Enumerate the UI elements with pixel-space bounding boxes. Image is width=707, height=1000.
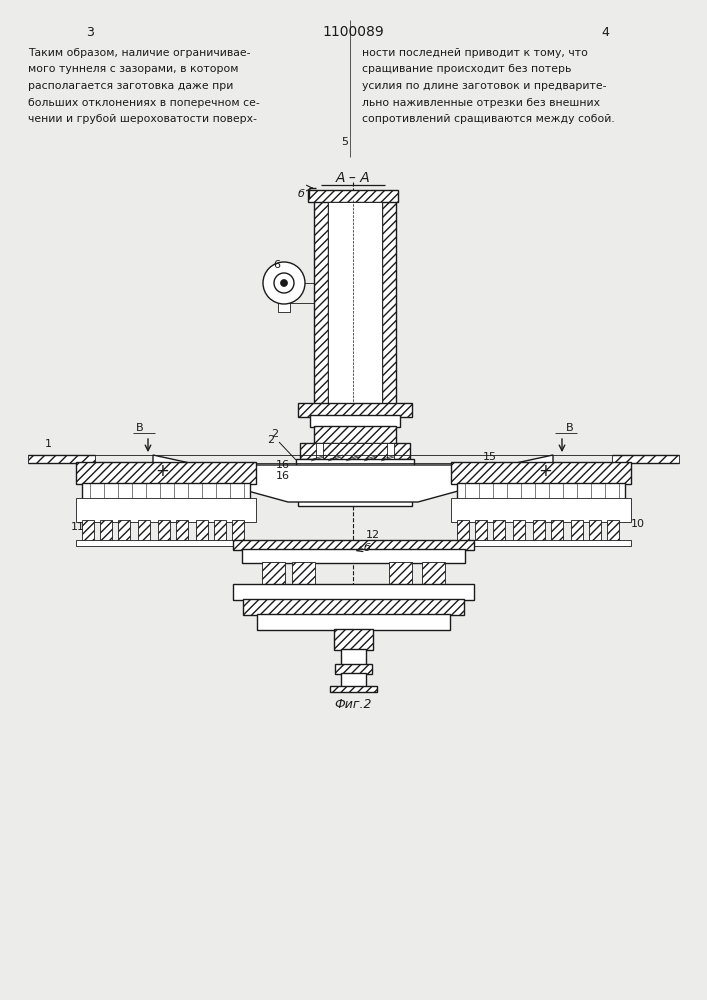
Text: 6: 6 <box>274 260 281 270</box>
Bar <box>257 614 450 630</box>
Text: Таким образом, наличие ограничивае-: Таким образом, наличие ограничивае- <box>28 48 250 58</box>
Bar <box>451 462 631 484</box>
Text: Фиг.2: Фиг.2 <box>334 698 372 710</box>
Bar <box>451 540 631 546</box>
Polygon shape <box>401 455 553 498</box>
Bar <box>138 520 150 542</box>
Polygon shape <box>153 455 305 498</box>
Bar <box>100 520 112 542</box>
Text: 12: 12 <box>366 530 380 540</box>
Bar <box>310 415 400 427</box>
Text: 3: 3 <box>86 25 94 38</box>
Bar <box>314 426 396 444</box>
Text: б: б <box>298 189 305 199</box>
Bar <box>551 520 563 542</box>
Text: 16: 16 <box>276 460 290 470</box>
Bar <box>298 403 412 417</box>
Bar <box>341 649 366 666</box>
Bar <box>233 584 474 600</box>
Bar <box>28 455 95 463</box>
Text: 10: 10 <box>631 519 645 529</box>
Text: +: + <box>538 462 552 480</box>
Text: А – А: А – А <box>336 171 370 185</box>
Text: 15: 15 <box>483 452 497 462</box>
Bar <box>328 202 382 405</box>
Bar <box>233 540 474 550</box>
Bar <box>334 629 373 650</box>
Polygon shape <box>205 470 501 498</box>
Text: ности последней приводит к тому, что: ности последней приводит к тому, что <box>362 48 588 58</box>
Text: сращивание происходит без потерь: сращивание происходит без потерь <box>362 64 571 75</box>
Text: сопротивлений сращиваются между собой.: сопротивлений сращиваются между собой. <box>362 114 615 124</box>
Bar <box>513 520 525 542</box>
Text: В: В <box>566 423 574 433</box>
Text: чении и грубой шероховатости поверх-: чении и грубой шероховатости поверх- <box>28 114 257 124</box>
Bar <box>196 520 208 542</box>
Bar <box>296 459 414 473</box>
Bar <box>176 520 188 542</box>
Text: 16: 16 <box>276 471 290 481</box>
Bar <box>389 562 412 585</box>
Circle shape <box>263 262 305 304</box>
Bar <box>335 664 372 674</box>
Text: В: В <box>136 423 144 433</box>
Text: 1: 1 <box>45 439 52 449</box>
Bar <box>571 520 583 542</box>
Bar <box>300 443 410 459</box>
Bar <box>422 562 445 585</box>
Polygon shape <box>153 465 553 502</box>
Bar <box>612 455 679 463</box>
Bar <box>76 498 256 522</box>
Text: 5: 5 <box>341 137 349 147</box>
Bar <box>262 562 285 585</box>
Text: 4: 4 <box>601 25 609 38</box>
Bar <box>457 520 469 542</box>
Bar <box>242 549 465 563</box>
Bar <box>533 520 545 542</box>
Bar <box>314 200 328 405</box>
Text: б: б <box>363 543 370 553</box>
Bar <box>76 462 256 484</box>
Bar <box>158 520 170 542</box>
Text: располагается заготовка даже при: располагается заготовка даже при <box>28 81 233 91</box>
Text: 11: 11 <box>71 522 85 532</box>
Bar <box>82 483 250 500</box>
Bar <box>232 520 244 542</box>
Circle shape <box>274 273 294 293</box>
Bar <box>493 520 505 542</box>
Text: усилия по длине заготовок и предварите-: усилия по длине заготовок и предварите- <box>362 81 607 91</box>
Bar <box>310 472 400 485</box>
Bar <box>118 520 130 542</box>
Bar <box>76 540 256 546</box>
Bar <box>607 520 619 542</box>
Bar <box>341 673 366 688</box>
Text: 2: 2 <box>271 429 279 439</box>
Bar <box>214 520 226 542</box>
Bar <box>298 497 412 506</box>
Bar <box>457 483 625 500</box>
Text: больших отклонениях в поперечном се-: больших отклонениях в поперечном се- <box>28 98 259 107</box>
Text: 2: 2 <box>267 435 274 445</box>
Bar <box>82 520 94 542</box>
Bar <box>589 520 601 542</box>
Text: 1100089: 1100089 <box>322 25 384 39</box>
Bar <box>243 599 464 615</box>
Circle shape <box>281 279 288 286</box>
Text: мого туннеля с зазорами, в котором: мого туннеля с зазорами, в котором <box>28 64 238 75</box>
Bar <box>330 686 377 692</box>
Bar <box>475 520 487 542</box>
Bar <box>316 443 394 459</box>
Text: +: + <box>155 462 169 480</box>
Bar <box>323 443 387 459</box>
Text: льно наживленные отрезки без внешних: льно наживленные отрезки без внешних <box>362 98 600 107</box>
Bar <box>292 562 315 585</box>
Bar <box>382 200 396 405</box>
Bar <box>308 190 398 202</box>
Bar <box>451 498 631 522</box>
Bar <box>278 300 290 312</box>
Bar <box>286 484 424 498</box>
